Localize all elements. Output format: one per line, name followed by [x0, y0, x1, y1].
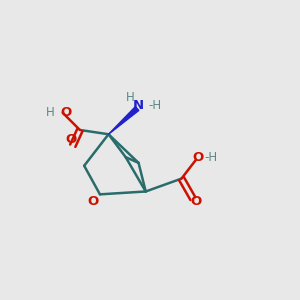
Text: -H: -H [204, 151, 218, 164]
Text: N: N [133, 99, 144, 112]
Text: H: H [46, 106, 55, 119]
Text: O: O [60, 106, 71, 119]
Text: O: O [190, 195, 201, 208]
Text: O: O [87, 195, 98, 208]
Text: O: O [66, 134, 77, 146]
Text: H: H [126, 91, 134, 104]
Text: O: O [192, 151, 204, 164]
Text: -H: -H [148, 99, 161, 112]
Polygon shape [109, 106, 139, 134]
